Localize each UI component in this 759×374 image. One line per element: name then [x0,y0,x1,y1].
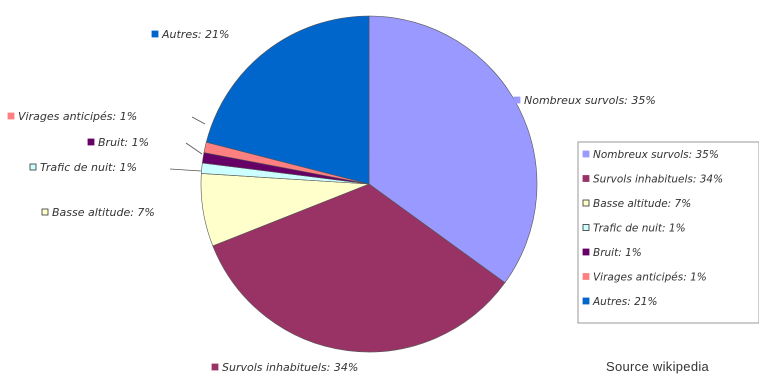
slice-label-bruit: Bruit: 1% [98,136,149,149]
legend: Nombreux survols: 35% Survols inhabituels… [577,141,759,324]
slice-survols-inhabituels [212,183,506,353]
slice-nombreux-survols [368,15,538,284]
slice-label-virages-anticipes: Virages anticipés: 1% [18,110,137,123]
legend-entry-trafic-de-nuit: Trafic de nuit: 1% [593,223,686,235]
slice-label-swatch-virages-anticipes [7,112,15,120]
legend-swatch-autres [582,297,590,305]
leader-line-virages-anticipes [191,116,206,125]
slice-labels: Nombreux survols: 35% Survols inhabituels… [7,28,656,374]
legend-swatch-survols-inhabituels [582,175,590,182]
slice-label-survols-inhabituels: Survols inhabituels: 34% [222,361,358,374]
source-text: Source wikipedia [606,359,710,374]
slice-label-swatch-bruit [87,138,95,146]
slice-label-swatch-trafic-de-nuit [29,163,37,171]
legend-entry-nombreux-survols: Nombreux survols: 35% [593,149,719,161]
legend-swatch-bruit [582,248,590,256]
slice-label-swatch-nombreux-survols [513,96,521,104]
slice-label-nombreux-survols: Nombreux survols: 35% [524,94,656,107]
legend-entry-bruit: Bruit: 1% [593,247,642,259]
legend-swatch-trafic-de-nuit [582,224,590,231]
legend-swatch-nombreux-survols [582,150,590,158]
slice-label-swatch-survols-inhabituels [211,363,219,371]
pie-slices [200,15,538,353]
slice-label-swatch-basse-altitude [41,208,49,216]
legend-entry-survols-inhabituels: Survols inhabituels: 34% [593,174,723,186]
legend-frame [577,141,759,324]
slice-autres [205,15,370,185]
leader-line-trafic-de-nuit [169,168,202,172]
leader-line-bruit [185,142,203,155]
legend-entry-virages-anticipes: Virages anticipés: 1% [593,272,707,284]
leader-lines [169,116,206,172]
slice-label-trafic-de-nuit: Trafic de nuit: 1% [40,161,137,174]
slice-label-basse-altitude: Basse altitude: 7% [52,206,155,219]
legend-entry-autres: Autres: 21% [592,296,657,308]
legend-swatch-virages-anticipes [582,273,590,280]
legend-swatch-basse-altitude [582,199,590,207]
legend-entry-basse-altitude: Basse altitude: 7% [593,198,691,210]
slice-label-autres: Autres: 21% [161,28,229,41]
slice-label-swatch-autres [151,30,159,38]
